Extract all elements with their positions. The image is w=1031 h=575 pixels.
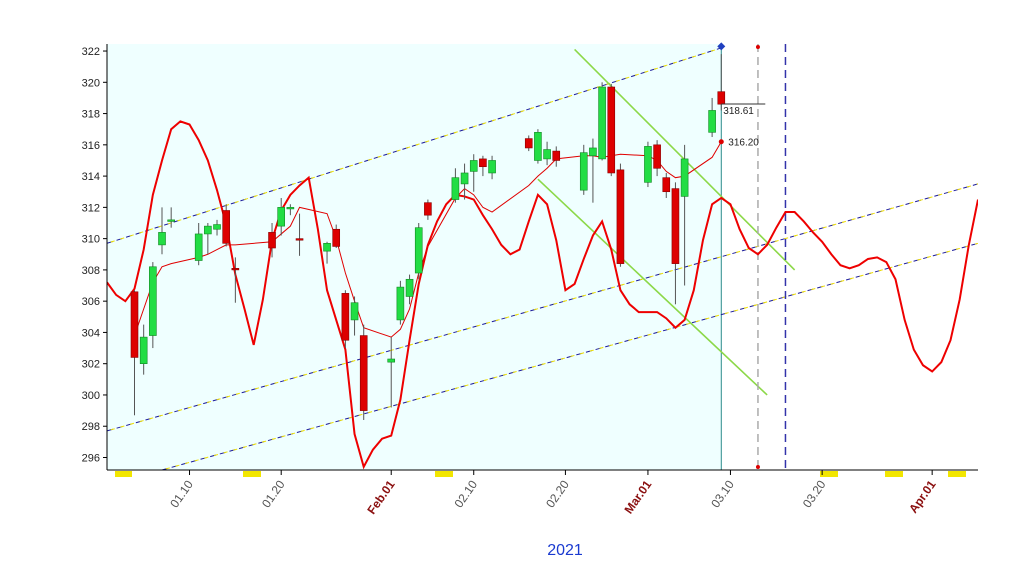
y-tick-label: 316: [82, 140, 100, 152]
candle-body: [222, 210, 230, 244]
vertical-line-marker: [755, 465, 760, 469]
candle-body: [552, 150, 561, 161]
x-tick-label: Feb.01: [364, 477, 397, 516]
x-tick-label: Mar.01: [621, 477, 654, 516]
candle-body: [341, 293, 350, 341]
candle-body: [277, 207, 286, 227]
candle-body: [167, 219, 175, 222]
candle-body: [139, 336, 148, 364]
candle-body: [149, 266, 157, 336]
y-tick-label: 322: [82, 46, 100, 58]
candle-body: [469, 160, 478, 172]
price-label: 318.61: [723, 106, 754, 117]
x-tick-label: 01.20: [259, 477, 288, 510]
candle-body: [460, 172, 469, 185]
vertical-line-marker: [755, 45, 760, 49]
y-tick-label: 320: [82, 77, 100, 89]
candle-body: [534, 132, 542, 161]
candle-body: [350, 302, 359, 321]
candle-body: [424, 202, 432, 216]
y-tick-label: 314: [82, 171, 100, 183]
candle-body: [213, 224, 221, 230]
y-tick-label: 310: [82, 234, 100, 246]
candle-body: [543, 149, 551, 160]
candle-body: [662, 177, 671, 193]
axis-week-markers: [115, 471, 966, 477]
candle-body: [524, 138, 533, 149]
y-tick-label: 300: [82, 390, 100, 402]
channel-line: [107, 47, 722, 244]
y-tick-label: 306: [82, 296, 100, 308]
y-tick-label: 312: [82, 202, 100, 214]
candle-body: [231, 268, 240, 271]
candle-body: [598, 86, 606, 160]
y-tick-label: 302: [82, 359, 100, 371]
last-marker: [717, 42, 726, 51]
price-label: 316.20: [728, 138, 759, 149]
candle-body: [323, 243, 331, 252]
x-axis-label: 2021: [547, 542, 583, 559]
candle-body: [286, 207, 295, 210]
candle-body: [130, 291, 139, 358]
candle-body: [268, 232, 276, 249]
y-tick-label: 298: [82, 421, 100, 433]
x-tick-label: 03.20: [800, 477, 829, 510]
channel-line-accent: [161, 242, 978, 470]
channel-line-accent: [107, 183, 978, 432]
candle-body: [579, 152, 588, 191]
candle-body: [451, 177, 460, 200]
x-tick-label: Apr.01: [906, 477, 939, 515]
candle-body: [717, 91, 726, 105]
x-tick-label: 03.10: [708, 477, 737, 510]
candle-body: [616, 169, 625, 264]
candle-body: [607, 86, 616, 174]
x-tick-label: 02.10: [452, 477, 481, 510]
y-tick-label: 296: [82, 452, 100, 464]
candle-body: [680, 158, 689, 197]
candle-body: [479, 158, 487, 168]
channel-line-accent: [107, 47, 722, 244]
candle-body: [653, 144, 661, 169]
y-tick-label: 308: [82, 265, 100, 277]
candle-body: [414, 227, 423, 274]
x-tick-label: 01.10: [167, 477, 196, 510]
y-tick-label: 304: [82, 327, 100, 339]
candle-body: [708, 110, 716, 133]
plot-area: [107, 44, 978, 470]
overlay-line: [107, 120, 978, 470]
candle-body: [396, 286, 405, 321]
candle-body: [359, 335, 368, 411]
candle-body: [295, 238, 304, 241]
candle-body: [194, 233, 203, 261]
candle-body: [204, 225, 212, 235]
candle-body: [589, 147, 597, 157]
candle-body: [644, 146, 652, 183]
candle-body: [405, 278, 414, 297]
candle-body: [158, 232, 166, 246]
candle-body: [488, 160, 496, 174]
trend-line: [537, 178, 768, 396]
price-point: [718, 139, 724, 145]
candle-body: [387, 358, 396, 363]
y-tick-label: 318: [82, 109, 100, 121]
x-tick-label: 02.20: [543, 477, 572, 510]
candle-body: [332, 228, 341, 247]
candle-body: [671, 188, 680, 264]
